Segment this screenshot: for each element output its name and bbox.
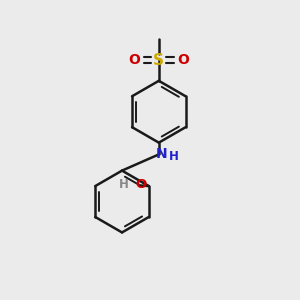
Text: H: H (169, 150, 179, 163)
Text: O: O (136, 178, 147, 191)
Text: H: H (119, 178, 129, 191)
Text: O: O (178, 53, 190, 67)
Text: N: N (155, 147, 167, 161)
Text: O: O (128, 53, 140, 67)
Text: S: S (153, 53, 164, 68)
